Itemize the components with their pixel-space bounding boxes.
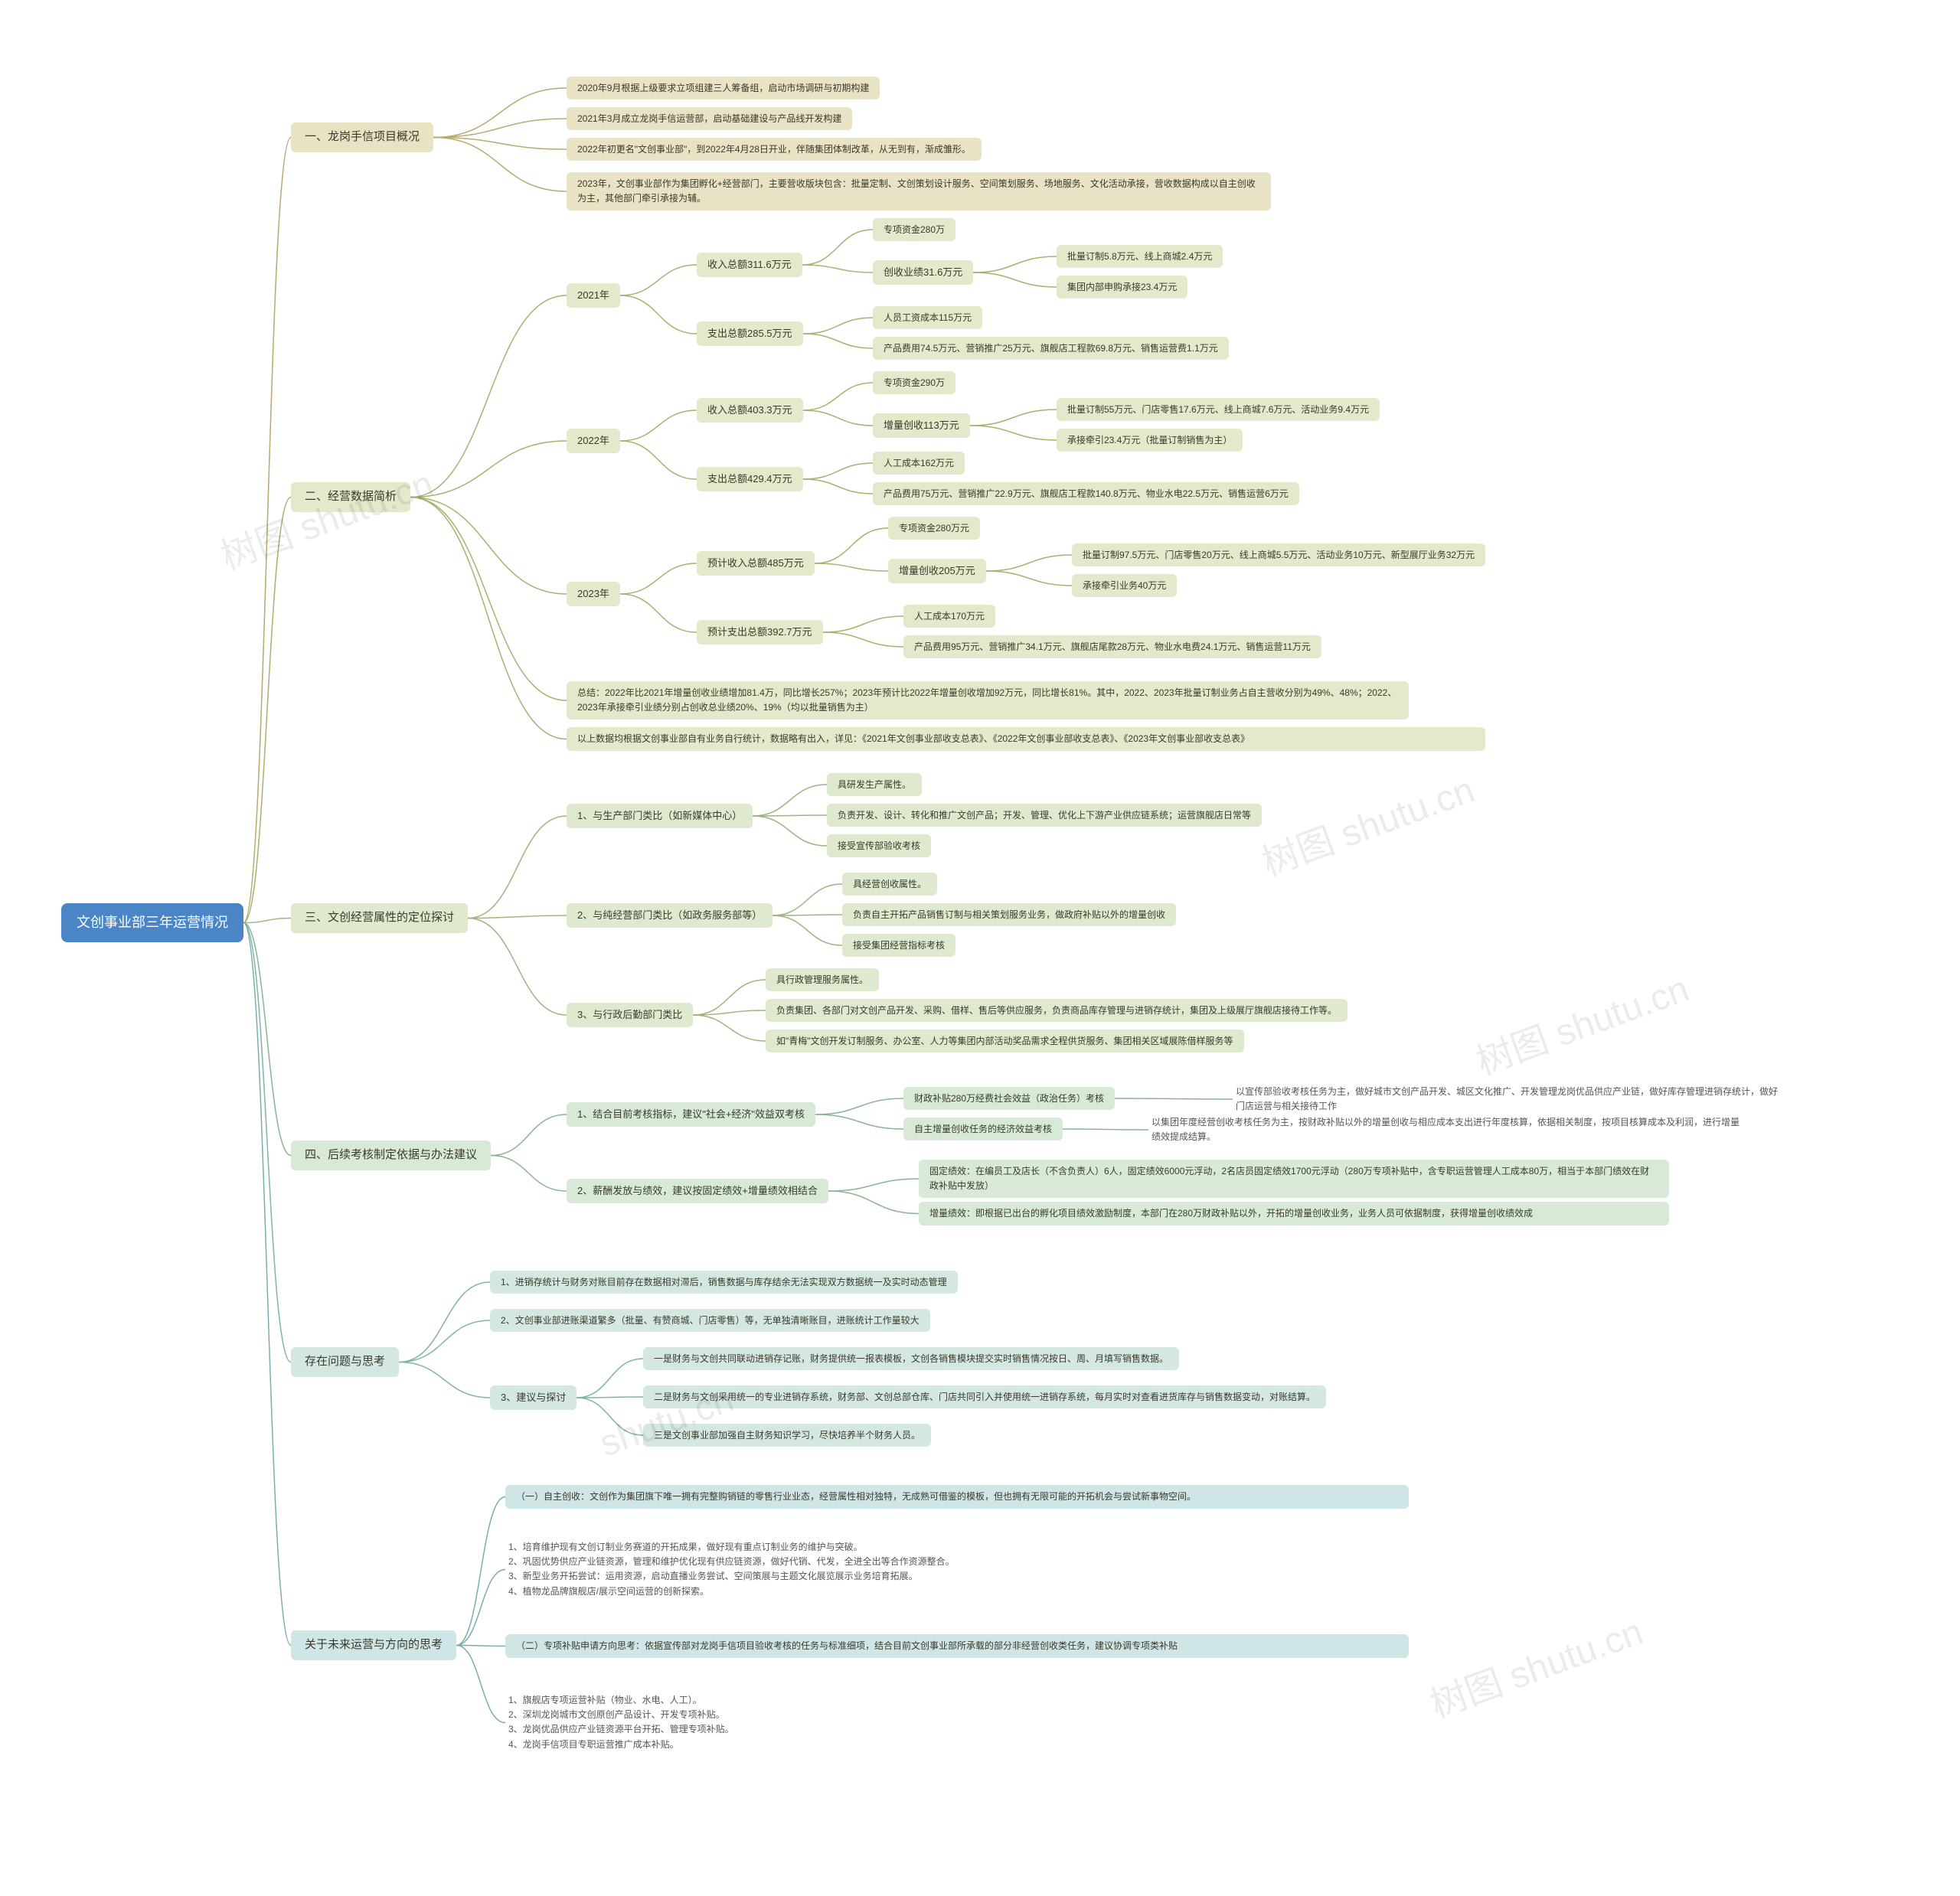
child-node[interactable]: 一是财务与文创共同联动进销存记账，财务提供统一报表模板，文创各销售模块提交实时销… — [643, 1347, 1179, 1370]
child-node[interactable]: 自主增量创收任务的经济效益考核 — [903, 1118, 1063, 1141]
child-node[interactable]: 2、薪酬发放与绩效，建议按固定绩效+增量绩效相结合 — [567, 1179, 828, 1203]
child-node[interactable]: 批量订制97.5万元、门店零售20万元、线上商城5.5万元、活动业务10万元、新… — [1072, 543, 1485, 566]
child-node[interactable]: 批量订制55万元、门店零售17.6万元、线上商城7.6万元、活动业务9.4万元 — [1057, 398, 1380, 421]
section-node[interactable]: 存在问题与思考 — [291, 1347, 399, 1377]
child-node[interactable]: 承接牵引业务40万元 — [1072, 574, 1177, 597]
section-node[interactable]: 三、文创经营属性的定位探讨 — [291, 903, 468, 933]
child-node[interactable]: 2022年初更名"文创事业部"，到2022年4月28日开业，伴随集团体制改革，从… — [567, 138, 982, 161]
child-node[interactable]: 预计支出总额392.7万元 — [697, 620, 823, 645]
child-node[interactable]: 1、进销存统计与财务对账目前存在数据相对滞后，销售数据与库存结余无法实现双方数据… — [490, 1271, 958, 1294]
child-node[interactable]: 具行政管理服务属性。 — [766, 968, 879, 991]
child-node[interactable]: 产品费用74.5万元、营销推广25万元、旗舰店工程款69.8万元、销售运营费1.… — [873, 337, 1229, 360]
child-node[interactable]: 以宣传部验收考核任务为主，做好城市文创产品开发、城区文化推广、开发管理龙岗优品供… — [1233, 1083, 1784, 1115]
child-node[interactable]: 2021年3月成立龙岗手信运营部，启动基础建设与产品线开发构建 — [567, 107, 852, 130]
child-node[interactable]: 2021年 — [567, 283, 620, 308]
section-node[interactable]: 四、后续考核制定依据与办法建议 — [291, 1141, 491, 1170]
child-node[interactable]: 产品费用75万元、营销推广22.9万元、旗舰店工程款140.8万元、物业水电22… — [873, 482, 1299, 505]
child-node[interactable]: 产品费用95万元、营销推广34.1万元、旗舰店尾款28万元、物业水电费24.1万… — [903, 635, 1321, 658]
child-node[interactable]: 1、结合目前考核指标，建议"社会+经济"效益双考核 — [567, 1102, 815, 1127]
child-node[interactable]: 承接牵引23.4万元（批量订制销售为主） — [1057, 429, 1243, 452]
child-node[interactable]: 财政补贴280万经费社会效益（政治任务）考核 — [903, 1087, 1115, 1110]
child-node[interactable]: 二是财务与文创采用统一的专业进销存系统，财务部、文创总部仓库、门店共同引入并使用… — [643, 1385, 1326, 1408]
section-node[interactable]: 二、经营数据简析 — [291, 482, 410, 512]
child-node[interactable]: （二）专项补贴申请方向思考：依据宣传部对龙岗手信项目验收考核的任务与标准细项，结… — [505, 1634, 1409, 1658]
child-node[interactable]: 增量绩效：即根据已出台的孵化项目绩效激励制度，本部门在280万财政补贴以外，开拓… — [919, 1202, 1669, 1225]
child-node[interactable]: 固定绩效：在编员工及店长（不含负责人）6人，固定绩效6000元浮动，2名店员固定… — [919, 1160, 1669, 1198]
child-node[interactable]: 专项资金280万 — [873, 218, 956, 241]
child-node[interactable]: 三是文创事业部加强自主财务知识学习，尽快培养半个财务人员。 — [643, 1424, 931, 1447]
child-node[interactable]: 增量创收205万元 — [888, 559, 986, 583]
child-node[interactable]: 人工成本170万元 — [903, 605, 995, 628]
child-node[interactable]: 预计收入总额485万元 — [697, 551, 815, 576]
child-node[interactable]: 人工成本162万元 — [873, 452, 965, 475]
child-node[interactable]: 2022年 — [567, 429, 620, 453]
child-node[interactable]: 负责自主开拓产品销售订制与相关策划服务业务，做政府补贴以外的增量创收 — [842, 903, 1176, 926]
child-node[interactable]: 收入总额311.6万元 — [697, 253, 802, 277]
child-node[interactable]: 负责集团、各部门对文创产品开发、采购、借样、售后等供应服务，负责商品库存管理与进… — [766, 999, 1348, 1022]
child-node[interactable]: 1、培育维护现有文创订制业务赛道的开拓成果，做好现有重点订制业务的维护与突破。2… — [505, 1539, 1271, 1601]
child-node[interactable]: 专项资金290万 — [873, 371, 956, 394]
child-node[interactable]: （一）自主创收：文创作为集团旗下唯一拥有完整购销链的零售行业业态，经营属性相对独… — [505, 1485, 1409, 1509]
child-node[interactable]: 专项资金280万元 — [888, 517, 980, 540]
mindmap-canvas: 文创事业部三年运营情况 一、龙岗手信项目概况 2020年9月根据上级要求立项组建三人… — [31, 31, 1929, 1865]
child-node[interactable]: 3、建议与探讨 — [490, 1385, 577, 1410]
section-node[interactable]: 关于未来运营与方向的思考 — [291, 1630, 456, 1660]
child-node[interactable]: 收入总额403.3万元 — [697, 398, 803, 423]
child-node[interactable]: 支出总额285.5万元 — [697, 321, 803, 346]
child-node[interactable]: 2020年9月根据上级要求立项组建三人筹备组，启动市场调研与初期构建 — [567, 77, 880, 100]
section-node[interactable]: 一、龙岗手信项目概况 — [291, 122, 433, 152]
child-node[interactable]: 具研发生产属性。 — [827, 773, 922, 796]
root-node[interactable]: 文创事业部三年运营情况 — [61, 903, 243, 942]
child-node[interactable]: 支出总额429.4万元 — [697, 467, 803, 491]
child-node[interactable]: 以上数据均根据文创事业部自有业务自行统计，数据略有出入，详见：《2021年文创事… — [567, 727, 1485, 751]
child-node[interactable]: 集团内部申购承接23.4万元 — [1057, 276, 1187, 299]
child-node[interactable]: 2023年，文创事业部作为集团孵化+经营部门，主要营收版块包含：批量定制、文创策… — [567, 172, 1271, 210]
child-node[interactable]: 如"青梅"文创开发订制服务、办公室、人力等集团内部活动奖品需求全程供货服务、集团… — [766, 1030, 1244, 1052]
child-node[interactable]: 具经营创收属性。 — [842, 873, 937, 896]
child-node[interactable]: 接受集团经营指标考核 — [842, 934, 956, 957]
child-node[interactable]: 以集团年度经营创收考核任务为主，按财政补贴以外的增量创收与相应成本支出进行年度核… — [1148, 1114, 1746, 1146]
child-node[interactable]: 2、文创事业部进账渠道繁多（批量、有赞商城、门店零售）等，无单独清晰账目，进账统… — [490, 1309, 930, 1332]
child-node[interactable]: 人员工资成本115万元 — [873, 306, 982, 329]
child-node[interactable]: 1、旗舰店专项运营补贴（物业、水电、人工）。2、深圳龙岗城市文创原创产品设计、开… — [505, 1692, 1041, 1754]
child-node[interactable]: 创收业绩31.6万元 — [873, 260, 973, 285]
child-node[interactable]: 批量订制5.8万元、线上商城2.4万元 — [1057, 245, 1223, 268]
child-node[interactable]: 2023年 — [567, 582, 620, 606]
child-node[interactable]: 2、与纯经营部门类比（如政务服务部等） — [567, 903, 773, 928]
child-node[interactable]: 总结：2022年比2021年增量创收业绩增加81.4万，同比增长257%；202… — [567, 681, 1409, 720]
child-node[interactable]: 负责开发、设计、转化和推广文创产品；开发、管理、优化上下游产业供应链系统；运营旗… — [827, 804, 1262, 827]
child-node[interactable]: 增量创收113万元 — [873, 413, 970, 438]
child-node[interactable]: 接受宣传部验收考核 — [827, 834, 931, 857]
child-node[interactable]: 1、与生产部门类比（如新媒体中心） — [567, 804, 753, 828]
child-node[interactable]: 3、与行政后勤部门类比 — [567, 1003, 693, 1027]
